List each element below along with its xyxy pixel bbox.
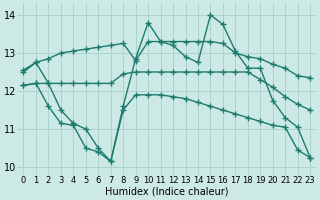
- X-axis label: Humidex (Indice chaleur): Humidex (Indice chaleur): [105, 187, 228, 197]
